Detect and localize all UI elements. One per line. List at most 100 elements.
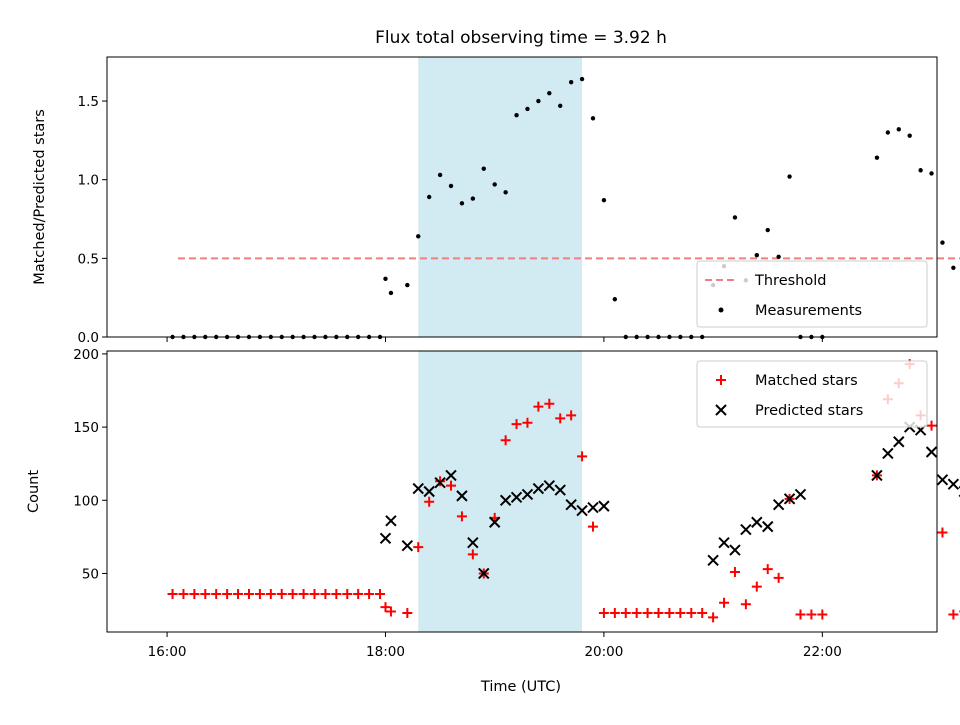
- panel-1: 0.0 0.5 1.0 1.5 Matched/Predicted stars Thres…: [32, 56, 960, 346]
- series-predicted-stars: [379, 421, 960, 580]
- data-point: [707, 554, 719, 566]
- y-tick-label: 1.5: [78, 94, 99, 110]
- x-tick-label: 20:00: [584, 644, 623, 660]
- data-point: [412, 482, 424, 495]
- x-axis-label: Time (UTC): [480, 679, 561, 695]
- data-point: [718, 537, 730, 549]
- data-point: [558, 103, 563, 108]
- chart-title: Flux total observing time = 3.92 h: [375, 28, 667, 48]
- legend-label: Predicted stars: [755, 403, 863, 419]
- data-point: [353, 588, 364, 599]
- data-point: [776, 254, 781, 259]
- data-point: [543, 479, 556, 492]
- data-point: [448, 183, 454, 189]
- y-tick-label: 50: [82, 566, 99, 582]
- data-point: [664, 607, 675, 618]
- x-tick-label: 16:00: [148, 644, 187, 660]
- axes-frame: [106, 350, 938, 633]
- data-point: [686, 607, 697, 618]
- data-point: [587, 501, 599, 514]
- data-point: [200, 588, 211, 599]
- data-point: [882, 447, 894, 460]
- data-point: [532, 482, 545, 495]
- legend-marker-measurements: [718, 307, 724, 313]
- data-point: [298, 588, 309, 599]
- data-point: [456, 490, 468, 502]
- data-point: [435, 476, 446, 487]
- shaded-interval-1: [418, 351, 583, 632]
- data-point: [416, 234, 421, 239]
- data-point: [481, 166, 486, 171]
- data-point: [598, 607, 609, 618]
- x-tick-label: 22:00: [803, 644, 842, 660]
- data-point: [446, 480, 457, 491]
- data-point: [402, 607, 413, 618]
- data-point: [511, 419, 522, 430]
- panels: 0.0 0.5 1.0 1.5 Matched/Predicted stars Thres…: [26, 56, 960, 660]
- y-axis-label: Count: [26, 470, 42, 513]
- data-point: [385, 606, 396, 617]
- data-point: [896, 127, 901, 132]
- data-point: [675, 607, 686, 618]
- data-point: [492, 182, 497, 187]
- data-point: [601, 197, 607, 203]
- data-point: [783, 493, 796, 505]
- legend-marker-matched: [716, 375, 726, 385]
- data-point: [405, 282, 410, 288]
- data-point: [754, 253, 760, 258]
- data-point: [806, 609, 817, 620]
- data-point: [189, 588, 200, 599]
- data-point: [413, 542, 424, 553]
- shaded-interval-1: [418, 57, 583, 337]
- data-point: [167, 588, 178, 599]
- data-point: [577, 451, 588, 462]
- data-point: [510, 491, 523, 504]
- data-point: [331, 588, 342, 599]
- data-point: [751, 581, 762, 592]
- data-point: [456, 511, 467, 522]
- data-point: [383, 276, 388, 281]
- data-point: [320, 588, 331, 599]
- data-point: [773, 572, 784, 583]
- data-point: [470, 196, 476, 201]
- data-point: [401, 539, 414, 552]
- data-point: [772, 498, 785, 511]
- data-point: [287, 588, 298, 599]
- y-tick-label: 1.0: [78, 173, 99, 189]
- data-point: [609, 607, 620, 618]
- legend-box: [696, 260, 928, 328]
- data-point: [424, 496, 435, 507]
- x-tick-label: 18:00: [366, 644, 405, 660]
- data-point: [522, 417, 533, 428]
- data-point: [233, 588, 244, 599]
- data-point: [732, 215, 738, 220]
- data-point: [762, 520, 774, 533]
- data-point: [254, 588, 265, 599]
- data-point: [598, 500, 610, 512]
- data-point: [940, 240, 945, 245]
- data-point: [467, 537, 479, 549]
- legend-label: Measurements: [755, 303, 862, 319]
- data-point: [375, 588, 386, 599]
- data-point: [222, 588, 233, 599]
- data-point: [874, 155, 880, 160]
- data-point: [751, 516, 763, 528]
- data-point: [947, 478, 960, 490]
- panel-2: 5010015020016:0018:0020:0022:0000:0002:0…: [26, 347, 960, 660]
- data-point: [178, 588, 189, 599]
- data-point: [729, 544, 741, 556]
- data-point: [547, 90, 552, 96]
- data-point: [631, 607, 642, 618]
- data-point: [719, 597, 730, 608]
- data-point: [740, 523, 752, 536]
- y-tick-label: 0.5: [78, 251, 99, 267]
- data-point: [555, 413, 566, 424]
- data-point: [590, 116, 596, 121]
- data-point: [929, 171, 934, 176]
- data-point: [937, 527, 948, 538]
- data-point: [521, 488, 534, 501]
- data-point: [893, 436, 905, 448]
- y-tick-label: 100: [73, 493, 99, 509]
- data-point: [936, 474, 949, 486]
